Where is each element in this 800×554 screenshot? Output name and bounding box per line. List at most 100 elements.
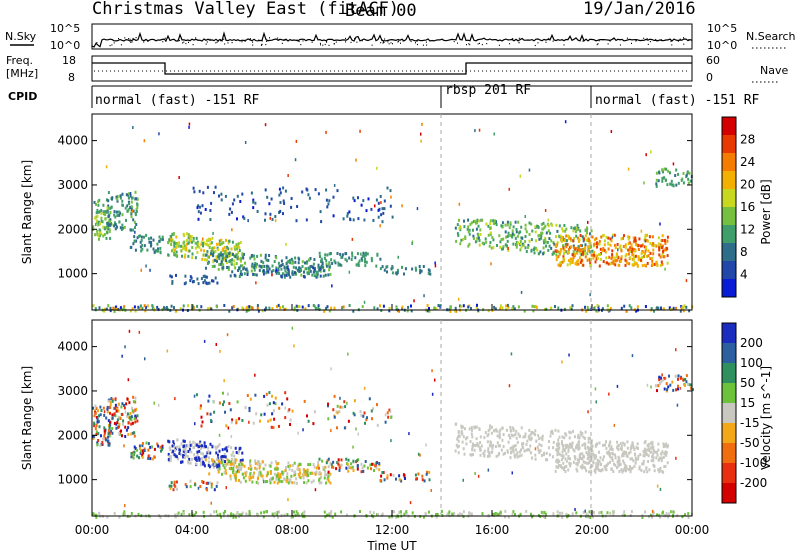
heatmap-cell [589,261,592,265]
heatmap-cell [664,242,667,245]
heatmap-cell [305,218,308,222]
heatmap-cell [478,128,481,132]
heatmap-cell [531,515,533,519]
heatmap-cell [646,239,649,243]
heatmap-cell [521,445,524,449]
heatmap-cell [626,446,629,450]
heatmap-cell [284,406,286,410]
heatmap-cell [512,510,515,514]
heatmap-cell [509,221,512,225]
heatmap-cell [534,457,537,461]
heatmap-cell [561,442,563,446]
heatmap-cell [312,270,315,274]
heatmap-cell [506,450,509,454]
heatmap-cell [457,430,460,434]
heatmap-cell [202,237,204,241]
heatmap-cell [191,240,193,244]
heatmap-cell [207,243,210,247]
heatmap-cell [210,307,213,311]
heatmap-cell [411,511,414,515]
heatmap-cell [174,447,177,451]
heatmap-cell [259,253,262,257]
heatmap-cell [182,453,185,457]
heatmap-cell [241,192,244,196]
heatmap-cell [252,206,255,210]
heatmap-cell [238,266,241,270]
heatmap-cell [282,471,285,475]
heatmap-cell [203,249,206,253]
heatmap-cell [253,265,256,269]
nsearch-dot [130,41,132,43]
heatmap-cell [242,256,245,260]
heatmap-cell [490,246,493,250]
heatmap-cell [511,426,514,430]
heatmap-cell [175,254,178,257]
heatmap-cell [96,417,99,421]
heatmap-cell [532,431,535,435]
heatmap-cell [147,442,150,446]
heatmap-cell [357,196,359,200]
heatmap-cell [530,430,533,434]
heatmap-cell [244,474,247,478]
heatmap-cell [485,222,488,226]
heatmap-cell [108,220,111,224]
heatmap-cell [427,510,430,514]
heatmap-cell [552,446,555,450]
heatmap-cell [579,251,582,255]
heatmap-cell [137,305,140,309]
heatmap-cell [131,409,134,413]
heatmap-cell [516,455,519,459]
heatmap-cell [620,255,623,259]
heatmap-cell [236,253,239,257]
heatmap-cell [592,256,595,260]
heatmap-cell [408,432,410,436]
heatmap-cell [124,410,127,414]
nsearch-dot [182,42,184,44]
heatmap-cell [240,258,242,262]
heatmap-cell [659,487,662,491]
heatmap-cell [262,272,265,276]
heatmap-cell [175,480,178,484]
heatmap-cell [238,467,241,471]
heatmap-cell [546,240,549,244]
heatmap-cell [207,481,209,485]
heatmap-cell [299,476,302,480]
heatmap-cell [472,234,475,238]
heatmap-cell [478,219,481,223]
heatmap-cell [219,512,222,516]
heatmap-cell [236,257,239,261]
heatmap-cell [551,252,554,256]
heatmap-cell [361,254,364,258]
heatmap-cell [364,460,367,463]
heatmap-cell [493,220,496,224]
heatmap-cell [262,478,265,482]
heatmap-cell [223,400,225,404]
heatmap-cell [317,192,320,196]
heatmap-cell [276,510,279,514]
heatmap-cell [324,473,327,477]
heatmap-cell [173,241,176,245]
heatmap-cell [254,466,257,470]
heatmap-cell [286,265,289,269]
heatmap-cell [223,250,226,254]
heatmap-cell [195,443,198,447]
heatmap-cell [258,471,261,474]
heatmap-cell [376,166,378,170]
heatmap-cell [557,263,560,267]
heatmap-cell [92,512,95,516]
heatmap-cell [634,453,637,457]
heatmap-cell [262,261,265,265]
heatmap-cell [158,235,161,239]
heatmap-cell [97,203,100,207]
nsearch-dot [215,42,217,44]
heatmap-cell [464,235,467,239]
heatmap-cell [175,487,178,491]
heatmap-cell [525,250,528,253]
heatmap-cell [180,453,183,457]
heatmap-cell [109,400,112,404]
heatmap-cell [178,452,181,455]
heatmap-cell [659,264,662,267]
nsearch-dot [258,39,260,41]
heatmap-cell [487,224,490,228]
heatmap-cell [284,469,287,473]
